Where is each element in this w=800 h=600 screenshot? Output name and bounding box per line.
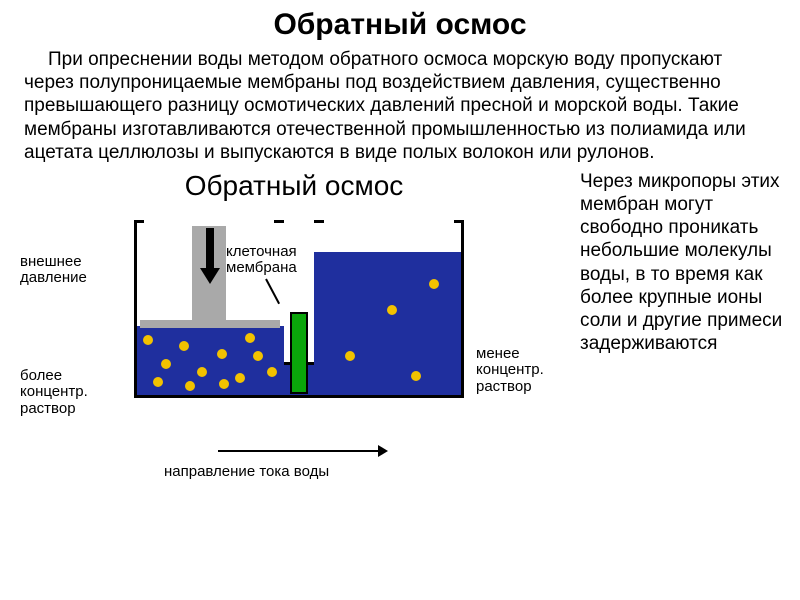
label-right-solution: менееконцентр.раствор <box>476 346 544 396</box>
page-title: Обратный осмос <box>24 8 776 42</box>
piston-plate <box>140 320 280 328</box>
solute-dot <box>429 279 439 289</box>
solute-dot <box>217 349 227 359</box>
diagram-canvas: внешнеедавление клеточнаямембрана болеек… <box>14 206 574 506</box>
label-left-solution: болееконцентр.раствор <box>20 368 88 418</box>
right-liquid <box>314 252 461 395</box>
solute-dot <box>143 335 153 345</box>
intro-paragraph: При опреснении воды методом обратного ос… <box>24 48 776 164</box>
solute-dot <box>267 367 277 377</box>
rim <box>454 220 464 223</box>
label-membrane: клеточнаямембрана <box>226 244 297 277</box>
diagram: Обратный осмос <box>14 170 574 508</box>
solute-dot <box>411 371 421 381</box>
rim <box>134 220 144 223</box>
solute-dot <box>179 341 189 351</box>
solute-dot <box>153 377 163 387</box>
label-flow: направление тока воды <box>164 464 329 481</box>
diagram-title: Обратный осмос <box>14 170 574 202</box>
rim <box>314 220 324 223</box>
label-pressure: внешнеедавление <box>20 254 87 287</box>
side-paragraph: Через микропоры этих мембран могут свобо… <box>580 170 788 355</box>
solute-dot <box>219 379 229 389</box>
flow-arrow-icon <box>218 450 378 452</box>
solute-dot <box>161 359 171 369</box>
solute-dot <box>345 351 355 361</box>
solute-dot <box>245 333 255 343</box>
membrane-block <box>290 312 308 394</box>
solute-dot <box>387 305 397 315</box>
rim <box>274 220 284 223</box>
solute-dot <box>185 381 195 391</box>
solute-dot <box>235 373 245 383</box>
solute-dot <box>197 367 207 377</box>
solute-dot <box>253 351 263 361</box>
pressure-arrow-icon <box>203 228 217 288</box>
